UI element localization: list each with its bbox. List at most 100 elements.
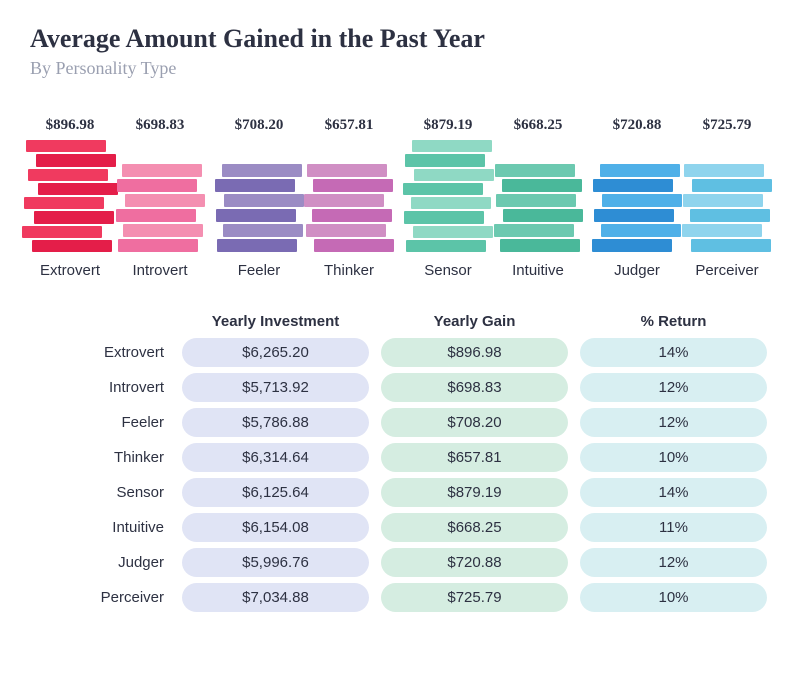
cell-investment: $6,265.20 — [182, 338, 369, 367]
coin-icon — [502, 179, 582, 192]
coin-icon — [500, 239, 580, 252]
cell-investment: $5,786.88 — [182, 408, 369, 437]
cell-gain: $668.25 — [381, 513, 568, 542]
coin-icon — [304, 194, 384, 207]
bar-column: $708.20Feeler — [219, 117, 299, 279]
coin-icon — [683, 194, 763, 207]
coin-icon — [312, 209, 392, 222]
coin-icon — [216, 209, 296, 222]
coin-icon — [411, 197, 491, 209]
coin-icon — [592, 239, 672, 252]
cell-gain: $720.88 — [381, 548, 568, 577]
chart-area: $896.98Extrovert$698.83Introvert$708.20F… — [30, 117, 767, 279]
row-label: Introvert — [30, 379, 170, 396]
data-table: Yearly Investment Yearly Gain % Return E… — [30, 313, 767, 612]
chart-pair: $720.88Judger$725.79Perceiver — [597, 117, 767, 279]
coin-icon — [405, 154, 485, 166]
coin-icon — [117, 179, 197, 192]
coin-icon — [307, 164, 387, 177]
cell-investment: $5,996.76 — [182, 548, 369, 577]
bar-stack — [120, 140, 200, 252]
cell-gain: $725.79 — [381, 583, 568, 612]
coin-icon — [503, 209, 583, 222]
coin-icon — [116, 209, 196, 222]
row-label: Feeler — [30, 414, 170, 431]
cell-return: 14% — [580, 338, 767, 367]
row-label: Sensor — [30, 484, 170, 501]
row-label: Perceiver — [30, 589, 170, 606]
cell-return: 12% — [580, 408, 767, 437]
bar-column: $698.83Introvert — [120, 117, 200, 279]
cell-return: 14% — [580, 478, 767, 507]
page-subtitle: By Personality Type — [30, 58, 767, 79]
table-header-investment: Yearly Investment — [182, 313, 369, 330]
row-label: Extrovert — [30, 344, 170, 361]
coin-icon — [690, 209, 770, 222]
table-row: Extrovert$6,265.20$896.9814% — [30, 338, 767, 367]
coin-icon — [496, 194, 576, 207]
cell-return: 12% — [580, 548, 767, 577]
bar-stack — [30, 140, 110, 252]
coin-icon — [217, 239, 297, 252]
coin-icon — [223, 224, 303, 237]
table-row: Thinker $6,314.64 $657.81 10% — [30, 443, 767, 472]
bar-stack — [687, 140, 767, 252]
bar-label: Extrovert — [40, 262, 100, 279]
bar-label: Thinker — [324, 262, 374, 279]
coin-icon — [404, 211, 484, 223]
coin-icon — [224, 194, 304, 207]
coin-icon — [684, 164, 764, 177]
coin-icon — [692, 179, 772, 192]
row-label: Thinker — [30, 449, 170, 466]
coin-icon — [306, 224, 386, 237]
coin-icon — [602, 194, 682, 207]
chart-pair: $708.20Feeler $657.81 Thinker — [219, 117, 389, 279]
row-label: Judger — [30, 554, 170, 571]
coin-icon — [314, 239, 394, 252]
coin-icon — [118, 239, 198, 252]
coin-icon — [412, 140, 492, 152]
bar-value: $879.19 — [424, 117, 473, 134]
coin-icon — [34, 211, 114, 223]
bar-stack — [219, 140, 299, 252]
coin-icon — [125, 194, 205, 207]
cell-investment: $6,154.08 — [182, 513, 369, 542]
cell-return: 10% — [580, 443, 767, 472]
bar-label: Judger — [614, 262, 660, 279]
coin-icon — [403, 183, 483, 195]
bar-value: $657.81 — [325, 117, 374, 134]
bar-value: $725.79 — [703, 117, 752, 134]
table-row: Intuitive $6,154.08 $668.25 11% — [30, 513, 767, 542]
table-row: Feeler$5,786.88$708.2012% — [30, 408, 767, 437]
cell-gain: $657.81 — [381, 443, 568, 472]
coin-icon — [691, 239, 771, 252]
cell-return: 10% — [580, 583, 767, 612]
coin-icon — [413, 226, 493, 238]
bar-column: $720.88Judger — [597, 117, 677, 279]
coin-icon — [215, 179, 295, 192]
row-label: Intuitive — [30, 519, 170, 536]
table-row: Perceiver$7,034.88$725.7910% — [30, 583, 767, 612]
cell-investment: $6,125.64 — [182, 478, 369, 507]
bar-label: Feeler — [238, 262, 281, 279]
page-title: Average Amount Gained in the Past Year — [30, 24, 767, 54]
bar-column: $896.98Extrovert — [30, 117, 110, 279]
bar-column: $725.79Perceiver — [687, 117, 767, 279]
coin-icon — [28, 169, 108, 181]
coin-icon — [593, 179, 673, 192]
bar-stack — [597, 140, 677, 252]
bar-column: $879.19Sensor — [408, 117, 488, 279]
coin-icon — [600, 164, 680, 177]
cell-investment: $6,314.64 — [182, 443, 369, 472]
coin-icon — [601, 224, 681, 237]
chart-pair: $879.19Sensor$668.25Intuitive — [408, 117, 578, 279]
table-header-return: % Return — [580, 313, 767, 330]
bar-column: $657.81 Thinker — [309, 117, 389, 279]
bar-value: $698.83 — [136, 117, 185, 134]
coin-icon — [222, 164, 302, 177]
coin-icon — [682, 224, 762, 237]
cell-investment: $5,713.92 — [182, 373, 369, 402]
bar-stack — [408, 140, 488, 252]
cell-return: 11% — [580, 513, 767, 542]
coin-icon — [495, 164, 575, 177]
